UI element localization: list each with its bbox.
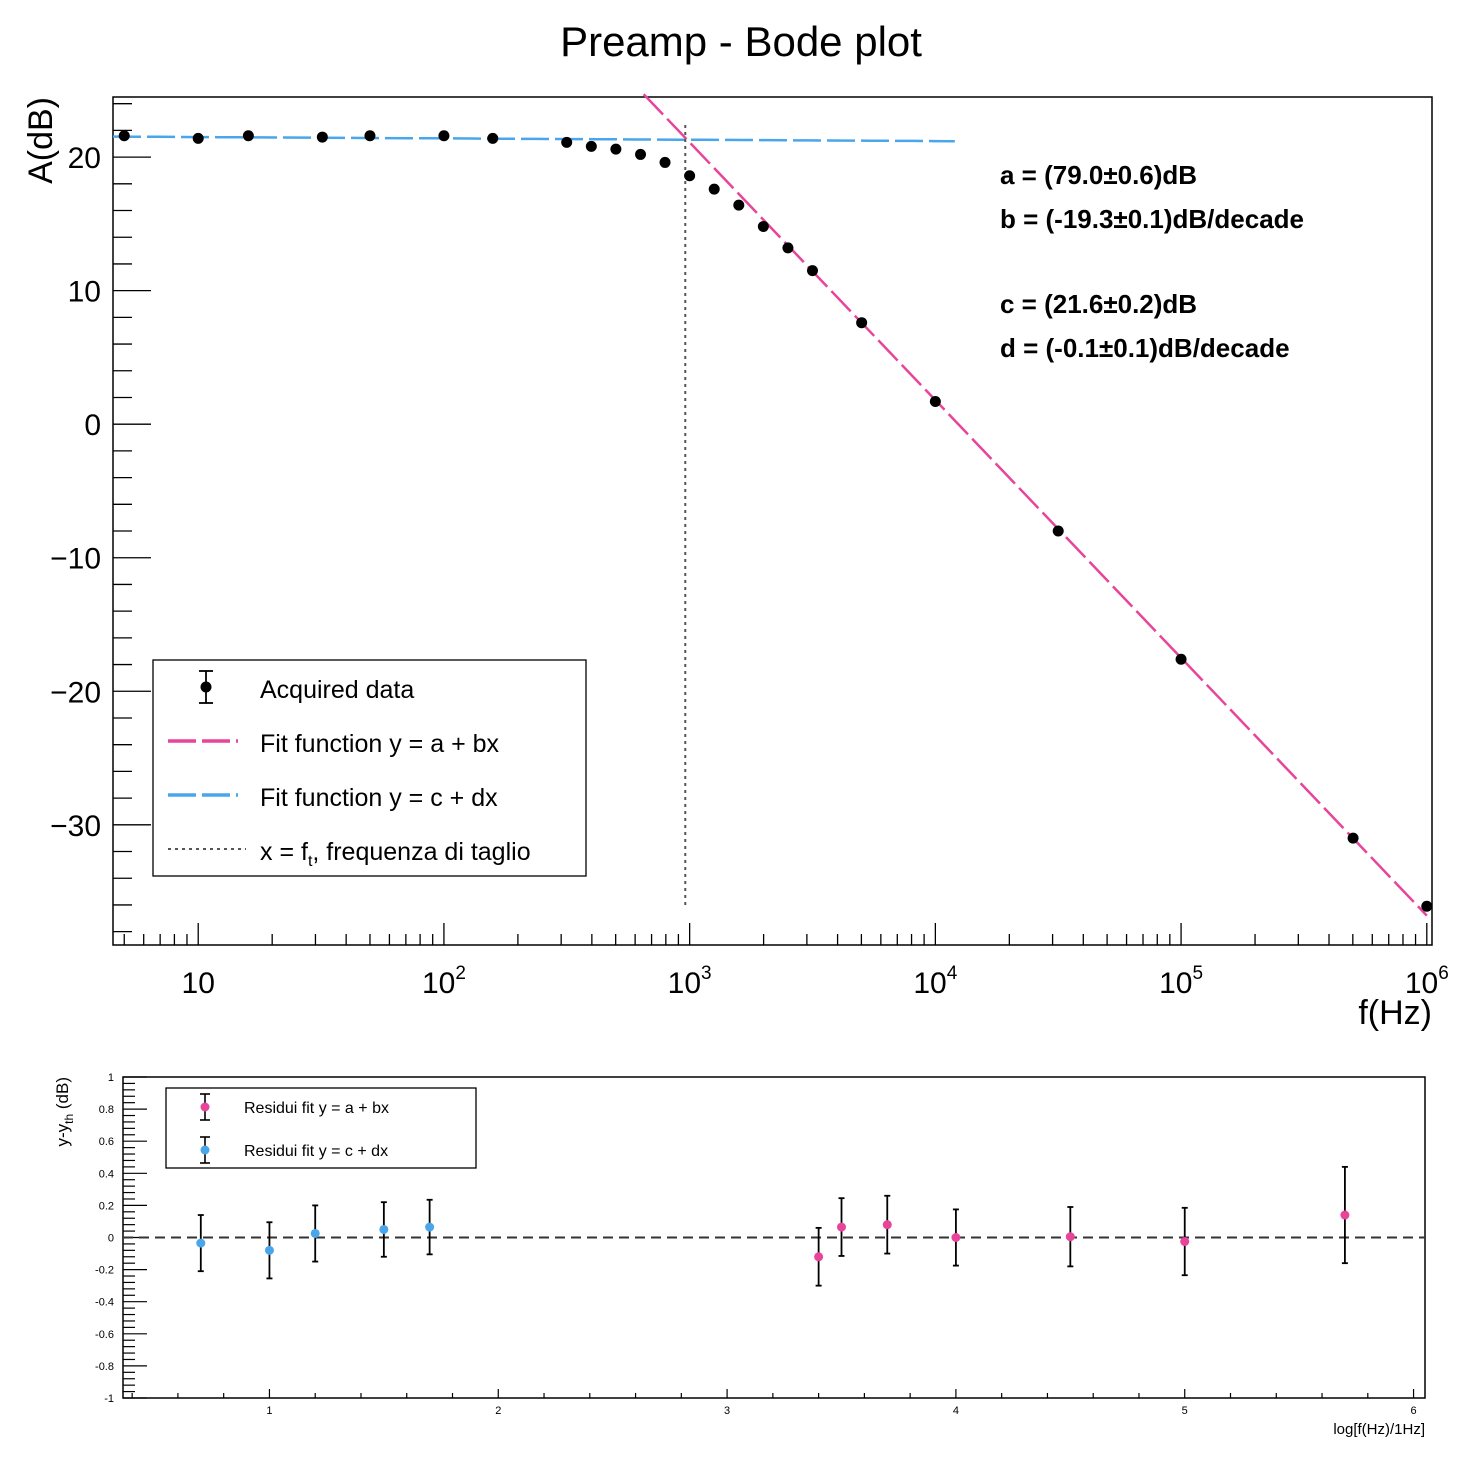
fit-parameter-label: c = (21.6±0.2)dB [1000,289,1197,319]
data-point [1347,832,1359,844]
residual-y-tick-label: 1 [108,1072,114,1084]
residual-x-tick-label: 5 [1182,1405,1188,1417]
residual-legend-label: Residui fit y = a + bx [244,1100,389,1117]
fit-line-c-dx [112,135,955,143]
y-tick-label: 0 [84,409,101,442]
data-point [856,317,868,329]
residual-x-tick-label: 1 [266,1405,272,1417]
residual-y-axis-label: y-yth (dB) [53,1077,76,1147]
data-point [1421,900,1433,912]
residual-point [951,1233,961,1242]
legend-label-c-dx: Fit function y = c + dx [260,784,498,812]
data-point [585,140,597,152]
y-axis-label: A(dB) [22,97,60,184]
residual-legend-label: Residui fit y = c + dx [244,1143,388,1160]
x-axis-label: f(Hz) [1358,994,1432,1032]
residual-y-tick-label: 0.8 [99,1104,114,1116]
residual-legend-marker [200,1102,210,1112]
y-tick-label: −10 [50,543,101,576]
residual-y-tick-label: 0.4 [99,1168,114,1180]
legend-label-data: Acquired data [260,676,414,704]
residual-point [379,1224,389,1234]
x-tick-label: 10 [182,967,215,1000]
x-tick-label: 102 [422,963,466,1000]
data-point [118,130,130,142]
fit-parameter-label: b = (-19.3±0.1)dB/decade [1000,204,1304,234]
data-point [929,395,941,407]
residual-legend-marker [200,1145,210,1155]
x-tick-label: 104 [913,963,957,1000]
fit-parameter-label: d = (-0.1±0.1)dB/decade [1000,333,1290,363]
residual-point [425,1222,435,1232]
data-point [708,183,720,195]
data-point [561,136,573,148]
residual-point [264,1245,274,1255]
data-point [487,132,499,144]
residual-legend-box [165,1087,477,1169]
data-point [806,265,818,277]
x-tick-label: 106 [1405,963,1449,1000]
y-tick-label: 10 [68,276,101,309]
residual-x-tick-label: 6 [1410,1405,1416,1417]
residual-point [1065,1232,1075,1242]
residual-x-tick-label: 4 [953,1405,959,1417]
legend-box [152,659,587,877]
chart-title: Preamp - Bode plot [560,18,922,65]
residual-y-tick-label: 0.6 [99,1136,114,1148]
y-tick-label: 20 [68,142,101,175]
residual-y-tick-label: -0.2 [95,1265,114,1277]
data-point [782,242,794,254]
residual-point [310,1228,320,1238]
data-point [684,170,696,182]
residual-point [196,1238,206,1248]
data-point [733,199,745,211]
residual-y-tick-label: -0.4 [95,1297,114,1309]
data-point [757,221,769,233]
data-point [438,130,450,142]
data-point [316,131,328,143]
residual-point [837,1222,847,1232]
data-point [192,132,204,144]
data-point [1175,653,1187,665]
data-point [1052,525,1064,537]
data-point [242,130,254,142]
residual-x-axis-label: log[f(Hz)/1Hz] [1333,1421,1425,1438]
fit-line-a-bx [642,93,1428,917]
legend-label-a-bx: Fit function y = a + bx [260,730,500,758]
data-point [659,156,671,168]
residual-y-tick-label: -1 [104,1393,114,1405]
residual-point [814,1252,824,1262]
data-point [364,130,376,142]
residual-y-tick-label: 0.2 [99,1200,114,1212]
x-tick-label: 103 [668,963,712,1000]
fit-parameter-label: a = (79.0±0.6)dB [1000,160,1197,190]
data-point [610,143,622,155]
residual-y-tick-label: 0 [108,1233,114,1245]
residual-point [1340,1210,1350,1220]
y-tick-label: −30 [50,810,101,843]
residual-point [1180,1237,1190,1247]
residual-y-tick-label: -0.8 [95,1361,114,1373]
data-point [635,148,647,160]
legend-marker [200,681,212,693]
residual-x-tick-label: 2 [495,1405,501,1417]
residual-y-tick-label: -0.6 [95,1329,114,1341]
y-tick-label: −20 [50,676,101,709]
legend-label-cutoff: x = ft, frequenza di taglio [260,838,531,870]
x-tick-label: 105 [1159,963,1203,1000]
residual-x-tick-label: 3 [724,1405,730,1417]
plot-frame [112,96,1433,946]
residual-point [882,1220,892,1230]
